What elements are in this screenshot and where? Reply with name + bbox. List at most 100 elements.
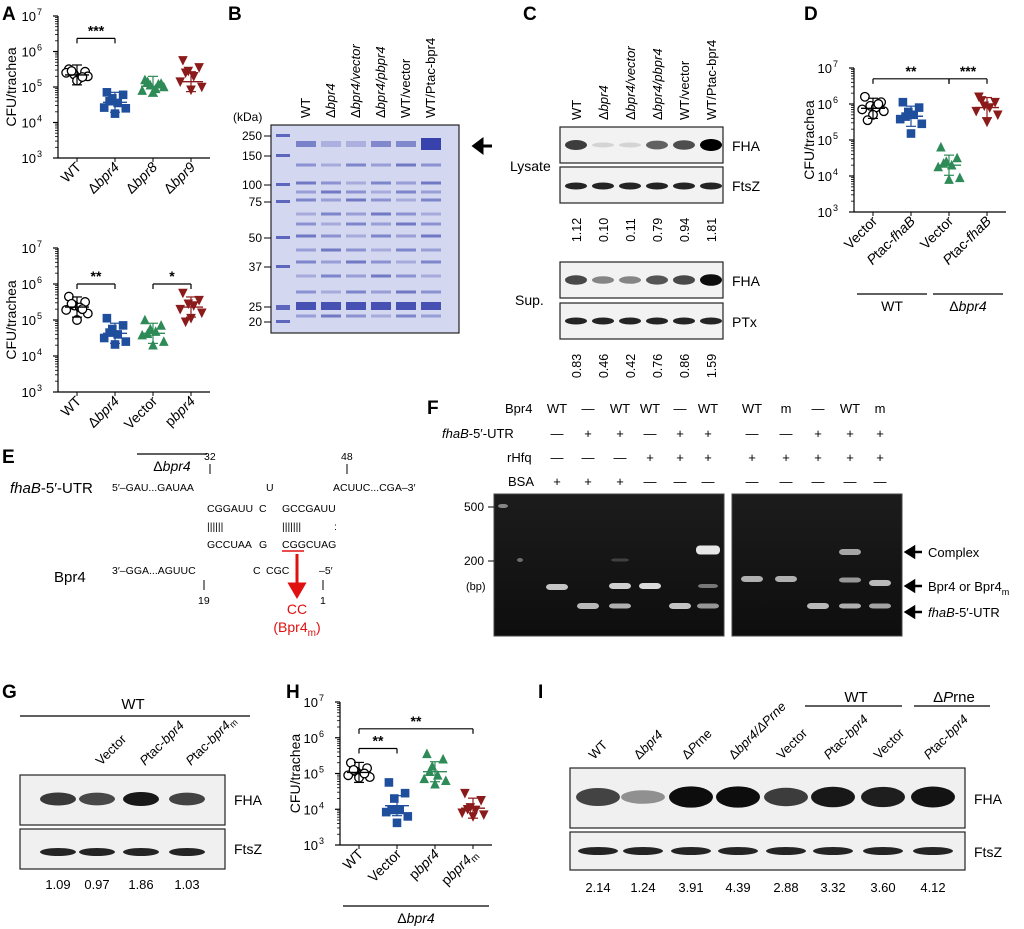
kda-marker-label: 20: [249, 315, 263, 329]
ladder-band: [276, 183, 290, 186]
lane-label: WT/vector: [677, 60, 692, 120]
panel-letter-d: D: [804, 4, 818, 25]
panel-c-western-blots: WT Δbpr4 Δbpr4/vector Δbpr4/pbpr4 WT/vector W…: [510, 40, 761, 378]
f-row-label-hfq: rHfq: [507, 450, 532, 465]
data-point: [197, 308, 207, 319]
sup-ratio: 0.83: [570, 354, 584, 378]
fha-ratio: 4.39: [725, 880, 750, 895]
data-point: [359, 768, 370, 779]
g-blot-label-fha: FHA: [234, 792, 263, 808]
c-blot-label-ftsz: FtsZ: [732, 178, 760, 194]
emsa-condition-cell: +: [876, 426, 884, 441]
sup-ptx-band: [700, 317, 722, 325]
lane-label: WT: [569, 100, 584, 120]
kda-marker-label: 150: [242, 149, 262, 163]
protein-band: [346, 290, 366, 294]
y-tick-label: 10: [22, 116, 36, 131]
x-tick-label: Δbpr9: [160, 159, 198, 197]
protein-band: [296, 141, 316, 147]
lane-label: Vector: [93, 731, 130, 768]
fha-ratio: 1.86: [128, 877, 153, 892]
protein-band: [346, 190, 366, 194]
x-tick-label: Vector: [365, 846, 405, 886]
protein-band: [421, 222, 441, 226]
emsa-condition-cell: —: [844, 474, 857, 489]
protein-band: [346, 314, 366, 318]
y-tick-exponent: 3: [833, 203, 838, 213]
y-tick-label: 10: [304, 767, 318, 782]
protein-band: [371, 181, 391, 185]
sup-fha-band: [700, 274, 722, 286]
panel-letter-h: H: [286, 682, 300, 703]
ladder-band: [276, 236, 290, 239]
top-pair-b: GCCGAUU: [282, 503, 336, 515]
data-point: [917, 119, 927, 129]
data-point: [178, 56, 188, 66]
fha-band: [716, 786, 760, 808]
protein-band: [396, 248, 416, 252]
panel-letter-a: A: [2, 4, 16, 25]
emsa-band: [609, 603, 631, 609]
emsa-condition-cell: WT: [840, 401, 860, 416]
data-point: [971, 106, 981, 117]
data-point: [186, 313, 196, 324]
data-point: [178, 288, 188, 299]
emsa-band: [698, 584, 718, 588]
y-tick-exponent: 3: [37, 149, 42, 159]
lysate-ratio: 1.12: [570, 218, 584, 242]
lane-label: Δbpr4/pbpr4: [650, 48, 665, 120]
data-point: [390, 794, 399, 803]
emsa-condition-cell: —: [674, 474, 687, 489]
protein-band: [321, 198, 341, 202]
emsa-condition-cell: +: [616, 474, 624, 489]
emsa-condition-cell: —: [746, 474, 759, 489]
significance-label: **: [906, 63, 917, 79]
significance-label: ***: [88, 22, 105, 38]
protein-band: [346, 212, 366, 216]
data-point: [77, 72, 88, 83]
bot-pair-a: GCCUAA: [207, 539, 252, 551]
bpr4-end: –5′: [319, 565, 333, 577]
top-pair-c: C: [259, 503, 267, 515]
fha-band: [861, 786, 905, 808]
complex-label: Complex: [928, 545, 980, 560]
emsa-condition-cell: +: [814, 426, 822, 441]
data-point: [993, 110, 1003, 121]
data-point: [403, 812, 413, 821]
protein-band: [321, 141, 341, 147]
protein-band: [346, 260, 366, 264]
fha-band: [40, 792, 76, 806]
data-point: [121, 104, 131, 113]
emsa-gel-right: [731, 493, 903, 637]
emsa-band: [807, 603, 829, 609]
panel-letter-b: B: [228, 4, 242, 25]
protein-band: [421, 314, 441, 318]
x-tick-label: pbpr4: [161, 393, 198, 430]
y-tick-label: 10: [22, 151, 36, 166]
lysate-ftsz-band: [565, 182, 587, 190]
protein-band: [371, 314, 391, 318]
protein-band: [396, 314, 416, 318]
emsa-band: [869, 603, 891, 609]
data-point: [137, 85, 147, 95]
protein-band: [296, 260, 316, 264]
lane-label: WT: [298, 98, 313, 118]
data-point: [110, 109, 120, 118]
y-tick-label: 10: [304, 838, 318, 853]
emsa-band: [696, 545, 720, 555]
emsa-band: [517, 558, 523, 562]
lysate-ratio: 0.11: [624, 218, 638, 241]
pos-32: 32: [204, 451, 216, 463]
lysate-ftsz-band: [700, 182, 722, 190]
emsa-condition-cell: m: [875, 401, 886, 416]
lane-label: ΔPrne: [679, 726, 715, 762]
bpr4-band-label: Bpr4 or Bpr4m: [928, 579, 1009, 597]
data-point: [906, 129, 916, 138]
fha-band: [811, 786, 855, 808]
kda-marker-label: 25: [249, 300, 263, 314]
bot-pair-g: G: [259, 539, 267, 551]
y-tick-label: 10: [818, 205, 832, 220]
utr-band-label: fhaB-5′-UTR: [928, 605, 1000, 620]
